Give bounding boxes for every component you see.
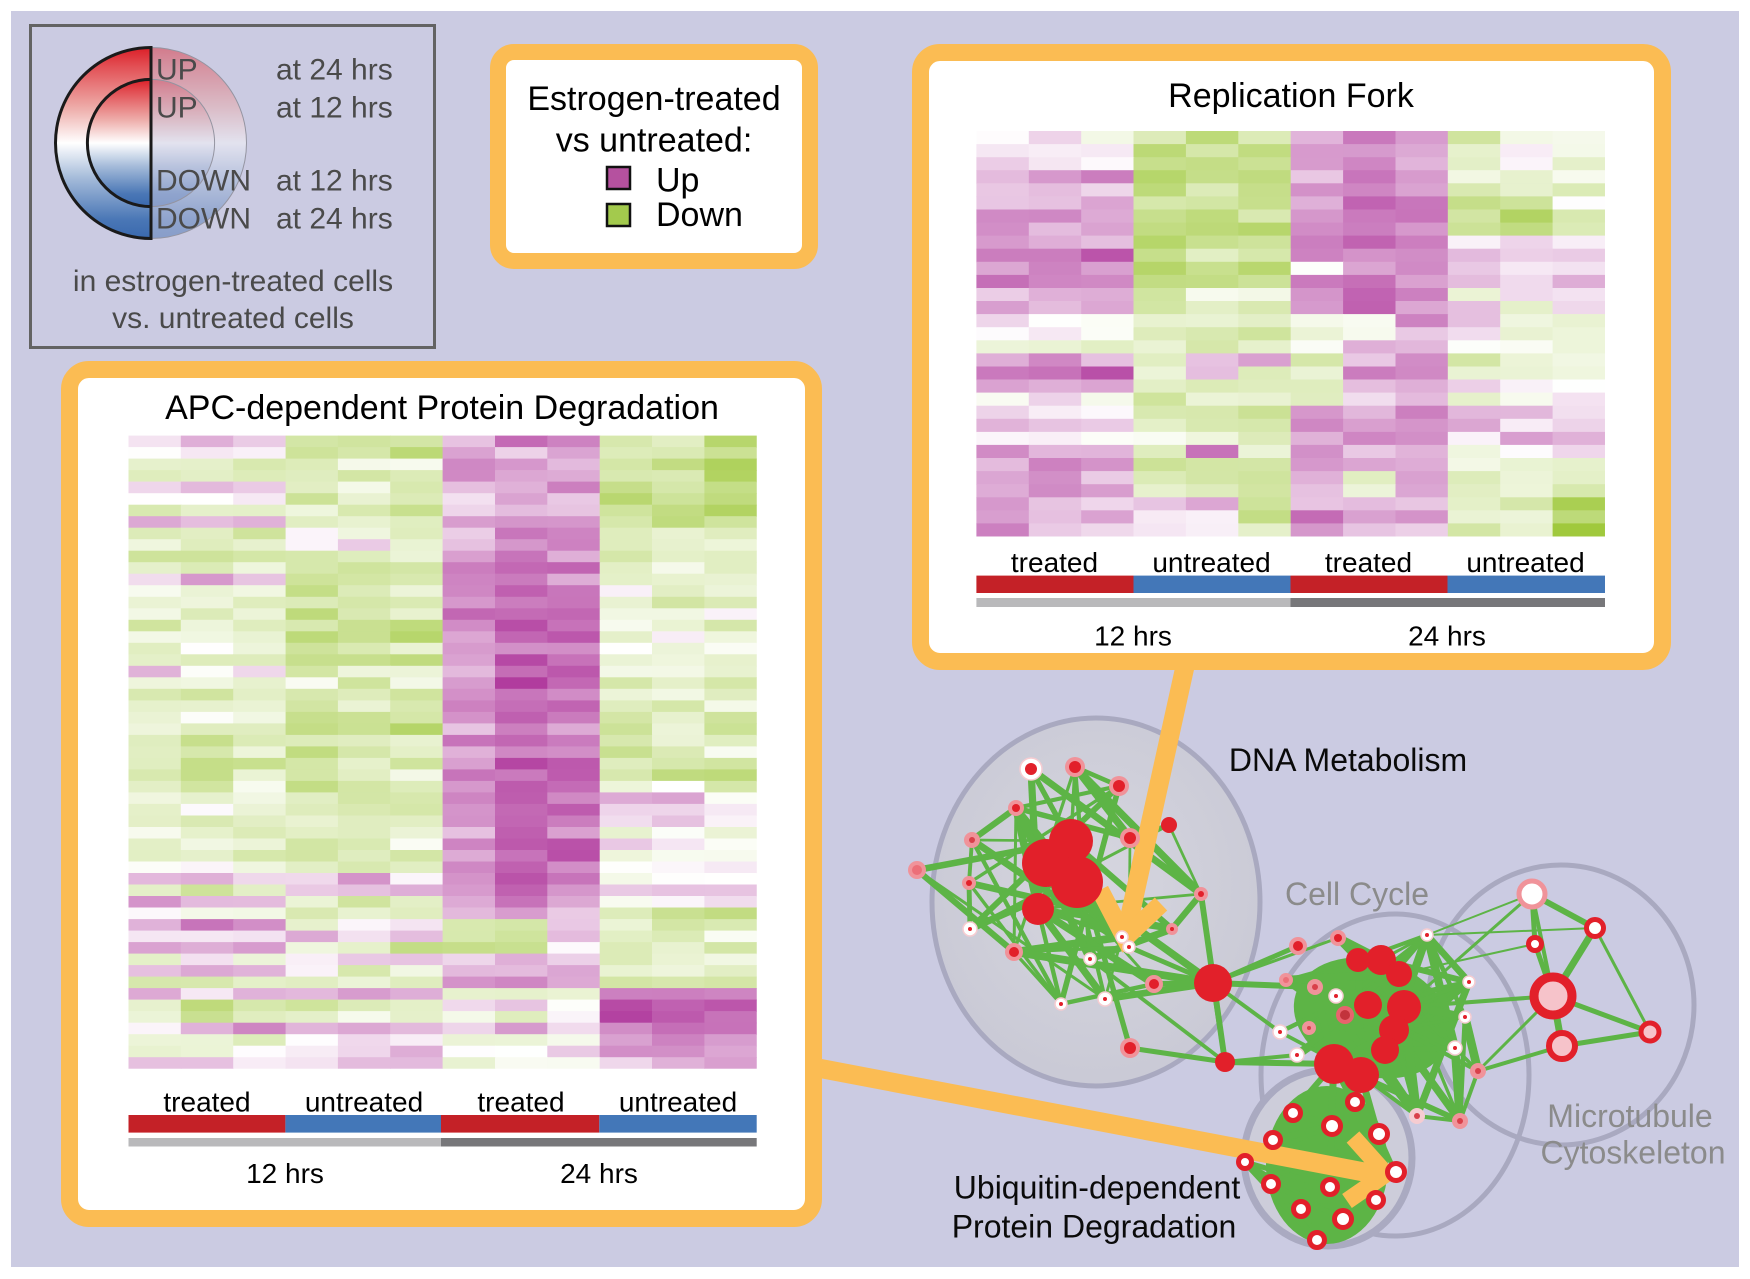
svg-text:Down: Down <box>656 196 743 234</box>
svg-text:vs untreated:: vs untreated: <box>556 122 753 160</box>
svg-text:Ubiquitin-dependent: Ubiquitin-dependent <box>954 1170 1241 1206</box>
svg-text:UP: UP <box>156 54 198 87</box>
svg-text:DNA Metabolism: DNA Metabolism <box>1229 742 1467 778</box>
svg-text:untreated: untreated <box>1466 547 1584 578</box>
svg-text:untreated: untreated <box>305 1087 423 1118</box>
svg-text:Microtubule: Microtubule <box>1547 1098 1712 1134</box>
svg-text:APC-dependent Protein Degradat: APC-dependent Protein Degradation <box>165 389 719 427</box>
svg-text:vs. untreated cells: vs. untreated cells <box>112 302 354 335</box>
svg-text:Estrogen-treated: Estrogen-treated <box>527 80 780 118</box>
svg-text:treated: treated <box>1325 547 1412 578</box>
svg-text:treated: treated <box>477 1087 564 1118</box>
svg-text:UP: UP <box>156 92 198 125</box>
svg-text:12 hrs: 12 hrs <box>246 1158 324 1189</box>
svg-text:24 hrs: 24 hrs <box>560 1158 638 1189</box>
svg-text:at 12 hrs: at 12 hrs <box>276 92 393 125</box>
svg-text:Cell Cycle: Cell Cycle <box>1285 876 1429 912</box>
svg-text:24 hrs: 24 hrs <box>1408 621 1486 652</box>
svg-text:treated: treated <box>1011 547 1098 578</box>
svg-text:at 12 hrs: at 12 hrs <box>276 165 393 198</box>
svg-text:DOWN: DOWN <box>156 203 251 236</box>
svg-text:Cytoskeleton: Cytoskeleton <box>1541 1135 1726 1171</box>
svg-text:DOWN: DOWN <box>156 165 251 198</box>
svg-text:untreated: untreated <box>1152 547 1270 578</box>
svg-text:at 24 hrs: at 24 hrs <box>276 54 393 87</box>
svg-text:at 24 hrs: at 24 hrs <box>276 203 393 236</box>
svg-text:untreated: untreated <box>619 1087 737 1118</box>
svg-text:Replication Fork: Replication Fork <box>1168 77 1415 115</box>
svg-text:Up: Up <box>656 162 699 200</box>
svg-text:treated: treated <box>163 1087 250 1118</box>
svg-text:in estrogen-treated cells: in estrogen-treated cells <box>73 265 393 298</box>
svg-text:12 hrs: 12 hrs <box>1094 621 1172 652</box>
svg-text:Protein Degradation: Protein Degradation <box>952 1209 1237 1245</box>
